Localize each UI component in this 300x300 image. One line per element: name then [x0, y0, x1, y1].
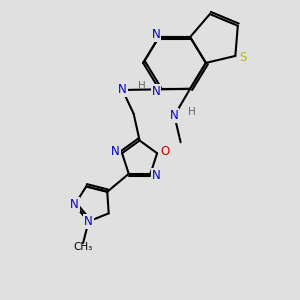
Text: N: N: [84, 215, 93, 228]
Text: CH₃: CH₃: [74, 242, 93, 252]
Text: H: H: [138, 81, 146, 92]
Text: N: N: [111, 145, 120, 158]
Text: N: N: [70, 198, 79, 211]
Text: N: N: [118, 83, 127, 96]
Text: N: N: [152, 169, 161, 182]
Text: N: N: [152, 28, 160, 40]
Text: O: O: [160, 145, 169, 158]
Text: H: H: [188, 107, 196, 117]
Text: S: S: [239, 51, 247, 64]
Text: N: N: [169, 109, 178, 122]
Text: N: N: [152, 85, 160, 98]
